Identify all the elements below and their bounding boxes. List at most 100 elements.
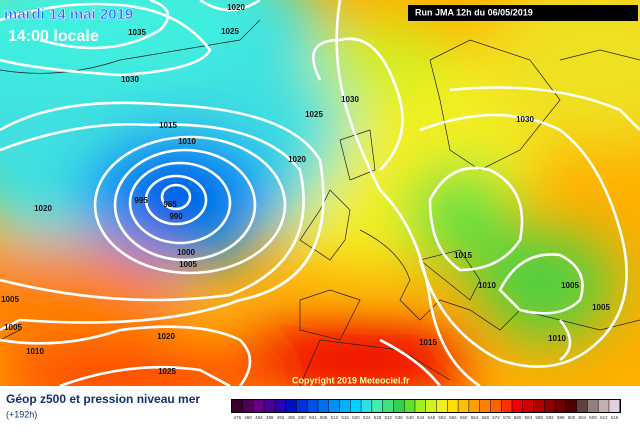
scale-label: 492 (277, 415, 285, 420)
scale-label: 596 (557, 415, 565, 420)
isobar-label: 1025 (305, 110, 323, 119)
scale-label: 536 (395, 415, 403, 420)
isobar-label: 985 (163, 200, 177, 209)
isobar-label: 990 (169, 212, 183, 221)
scale-label: 532 (385, 415, 393, 420)
scale-label: 560 (460, 415, 468, 420)
scale-cell (544, 400, 555, 412)
copyright: Copyright 2019 Meteociel.fr (292, 375, 410, 385)
scale-cell (436, 400, 448, 412)
scale-label: 504 (309, 415, 317, 420)
scale-cell (415, 400, 426, 412)
scale-label: 604 (579, 415, 587, 420)
isobar-label: 1010 (26, 347, 44, 356)
isobar-label: 1030 (516, 115, 534, 124)
scale-label: 496 (288, 415, 296, 420)
legend-title: Géop z500 et pression niveau mer (6, 392, 200, 406)
scale-cell (587, 400, 598, 412)
scale-cell (458, 400, 469, 412)
isobar-label: 1025 (158, 367, 176, 376)
legend-lead: (+192h) (6, 409, 37, 419)
scale-cell (469, 400, 480, 412)
isobar-label: 1010 (178, 137, 196, 146)
scale-cell (479, 400, 491, 412)
scale-cell (609, 400, 620, 412)
scale-label: 588 (535, 415, 543, 420)
isobar-label: 1015 (159, 121, 177, 130)
scale-label: 572 (492, 415, 500, 420)
scale-label: 476 (234, 415, 242, 420)
isobar-label: 1005 (179, 260, 197, 269)
scale-label: 616 (611, 415, 619, 420)
scale-cell (329, 400, 340, 412)
isobar-label: 1030 (121, 75, 139, 84)
isobar-label: 1025 (221, 27, 239, 36)
scale-label: 556 (449, 415, 457, 420)
scale-label: 568 (482, 415, 490, 420)
isobar-label: 1010 (478, 281, 496, 290)
scale-cell (264, 400, 275, 412)
scale-label: 608 (589, 415, 597, 420)
isobar-label: 1020 (288, 155, 306, 164)
isobar-label: 1005 (561, 281, 579, 290)
scale-cell (501, 400, 512, 412)
isobar-label: 1030 (341, 95, 359, 104)
scale-label: 508 (320, 415, 328, 420)
scale-cell (296, 400, 307, 412)
isobar-label: 1020 (34, 204, 52, 213)
isobar-label: 995 (134, 196, 148, 205)
scale-label: 584 (525, 415, 533, 420)
scale-label: 540 (406, 415, 414, 420)
scale-label: 580 (514, 415, 522, 420)
scale-label: 576 (503, 415, 511, 420)
scale-cell (253, 400, 264, 412)
time: 14:00 locale (8, 28, 99, 45)
scale-label: 480 (244, 415, 252, 420)
scale-cell (350, 400, 361, 412)
scale-label: 516 (341, 415, 349, 420)
scale-cell (285, 400, 297, 412)
scale-cell (512, 400, 523, 412)
isobar-label: 1010 (548, 334, 566, 343)
scale-cell (523, 400, 534, 412)
scale-cell (566, 400, 577, 412)
scale-cell (382, 400, 394, 412)
scale-label: 612 (600, 415, 608, 420)
scale-label: 488 (266, 415, 274, 420)
scale-label: 600 (568, 415, 576, 420)
scale-cell (533, 400, 545, 412)
scale-cell (598, 400, 609, 412)
scale-cell (447, 400, 458, 412)
scale-label: 484 (255, 415, 263, 420)
scale-label: 520 (352, 415, 360, 420)
scale-cell (490, 400, 501, 412)
isobar-label: 1005 (1, 295, 19, 304)
scale-cell (307, 400, 318, 412)
date: mardi 14 mai 2019 (4, 6, 133, 23)
scale-cell (426, 400, 437, 412)
isobar-label: 1020 (227, 3, 245, 12)
scale-label: 528 (374, 415, 382, 420)
isobar-label: 1005 (4, 323, 22, 332)
scale-label: 552 (438, 415, 446, 420)
scale-label: 548 (428, 415, 436, 420)
scale-label: 592 (546, 415, 554, 420)
isobar-label: 1015 (419, 338, 437, 347)
scale-cell (555, 400, 566, 412)
scale-cell (361, 400, 372, 412)
scale-label: 512 (331, 415, 339, 420)
scale-cell (242, 400, 254, 412)
scale-cell (372, 400, 383, 412)
isobar-label: 1035 (128, 28, 146, 37)
scale-cell (576, 400, 588, 412)
scale-label: 524 (363, 415, 371, 420)
isobar-label: 1005 (592, 303, 610, 312)
isobar-label: 1015 (454, 251, 472, 260)
run-box (408, 5, 638, 21)
color-scale: 476 480 484 488 492 496 500 504 508 512 516 520 524 5… (231, 399, 621, 420)
scale-cell (232, 400, 243, 412)
scale-cell (339, 400, 351, 412)
